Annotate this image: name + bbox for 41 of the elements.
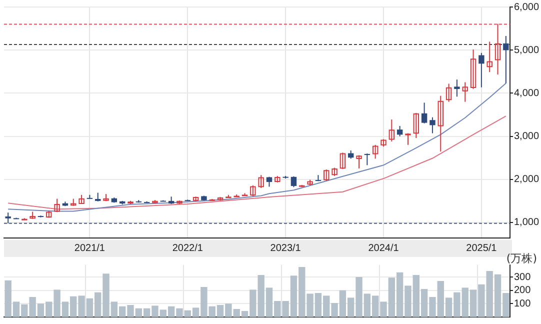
candlestick [486,41,492,73]
candlestick [470,48,476,90]
candlestick [54,198,60,213]
y-tick-label: 300 [514,272,532,283]
x-tick-label: 2021/1 [74,242,106,254]
y-tick-label: 1,000 [514,217,540,228]
candlestick [446,83,452,102]
candlestick [430,116,436,134]
candlestick [413,112,419,139]
candlestick [421,102,428,124]
candlestick [396,125,403,137]
candlestick [356,154,362,169]
candlestick [462,82,468,102]
candlestick [340,152,346,170]
x-tick-label: 2023/1 [270,242,302,254]
x-tick-label: 2025/1 [466,242,498,254]
y-axis-title: (万株) [506,251,537,266]
candlestick [372,144,378,160]
y-tick-label: 200 [514,285,532,296]
y-tick-label: 5,000 [514,44,540,56]
x-tick-label: 2022/1 [172,242,204,254]
candlestick [503,35,509,84]
candlestick [438,95,444,152]
candlestick [290,176,297,188]
candlestick [388,118,395,142]
candlestick [494,23,501,75]
candlestick [78,194,84,204]
x-tick-label: 2024/1 [368,242,400,254]
y-tick-label: 4,000 [514,88,540,99]
candlestick [478,52,484,88]
candlestick [324,168,330,182]
candlestick [258,174,264,189]
candlestick [364,153,370,166]
candlestick [454,79,460,98]
candlestick [405,132,411,146]
candlestick [5,212,11,224]
y-tick-label: 6,000 [514,2,540,13]
y-tick-label: 2,000 [514,174,540,186]
y-tick-label: 3,000 [514,131,540,142]
candlestick [250,184,256,197]
y-tick-label: 100 [514,298,532,310]
